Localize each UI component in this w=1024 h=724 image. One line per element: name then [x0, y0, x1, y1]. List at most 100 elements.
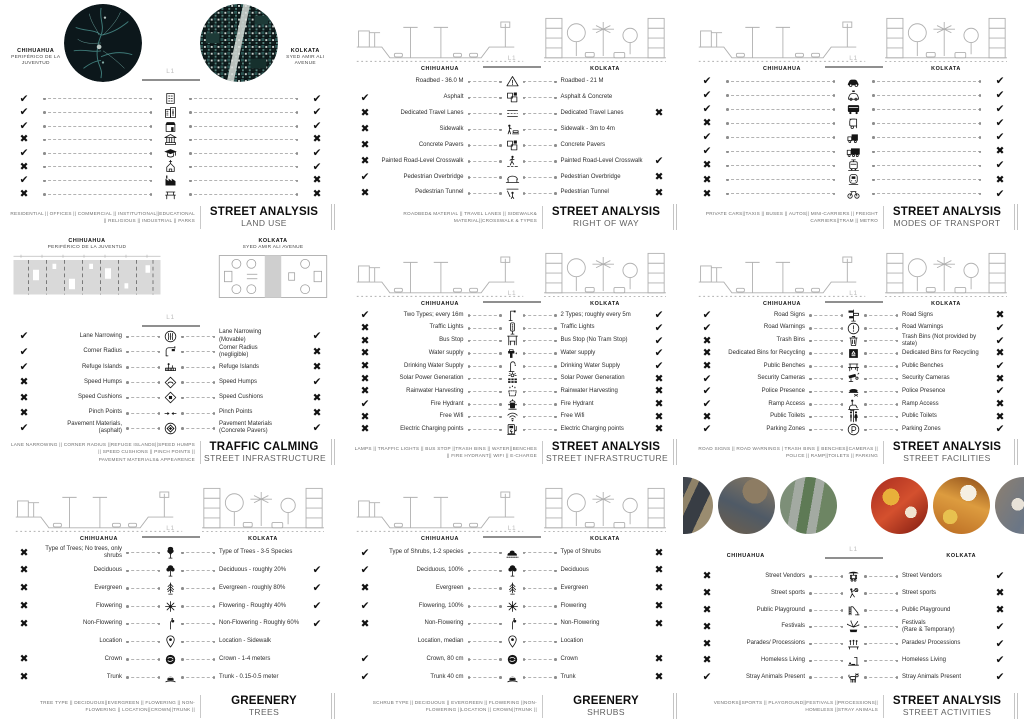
- connector-line: [522, 658, 557, 661]
- flowering-plant-icon: [160, 598, 181, 614]
- left-label: Speed Cushions: [77, 394, 122, 401]
- panel-header: CHIHUAHUA PERIFÉRICO DE LA JUVENTUD L1 KOLK…: [0, 0, 341, 90]
- connector-line: [181, 569, 215, 573]
- left-label: Flowering, 100%: [418, 602, 464, 609]
- cross-mark-left: ✖: [702, 173, 712, 186]
- public-bench-icon: [843, 358, 864, 374]
- sidewalk-icon: [502, 122, 523, 138]
- panel-street-activities: CHIHUAHUA L1 KOLKATA ✖ Street Vendors Street …: [683, 470, 1024, 724]
- left-label: Sidewalk: [439, 125, 464, 132]
- left-section-sketch: CHIHUAHUA: [697, 248, 867, 307]
- fire-hydrant-icon: [502, 396, 523, 412]
- check-mark-right: ✔: [995, 654, 1005, 667]
- left-city-sublabel: PERIFÉRICO DE LA JUVENTUD: [47, 244, 127, 250]
- panel-subtitle: STREET INFRASTRUCTURE: [204, 452, 327, 463]
- panel-subtitle: LAND USE: [241, 217, 287, 228]
- connector-line: [126, 396, 160, 400]
- cross-mark-left: ✖: [702, 603, 712, 616]
- connector-line: [726, 122, 835, 125]
- cross-mark-right: ✖: [654, 582, 664, 595]
- right-label: Traffic Lights: [560, 324, 595, 331]
- cross-mark-right: ✖: [654, 423, 664, 436]
- connector-line: [522, 428, 557, 432]
- comparison-row: ✖ Non-Flowering Non-Flowering - Roughly 60…: [13, 616, 328, 632]
- crosswalk-icon: [502, 153, 523, 169]
- speed-humps-icon: [160, 374, 181, 390]
- comparison-row: ✖ Homeless Living Homeless Living ✔: [696, 653, 1011, 669]
- check-mark-right: ✔: [312, 564, 322, 577]
- cross-mark-right: ✖: [312, 391, 322, 404]
- right-city-sublabel: SYED AMIR ALI AVENUE: [286, 54, 325, 66]
- connector-line: [809, 659, 843, 663]
- panel-title: STREET ANALYSIS: [892, 440, 1002, 453]
- comparison-row: ✔ Fire Hydrant Fire Hydrant ✖: [354, 398, 670, 411]
- asphalt-icon: [502, 90, 523, 106]
- cross-mark-left: ✖: [360, 410, 370, 423]
- cross-mark-left: ✖: [19, 599, 29, 612]
- left-label: Trunk: [106, 673, 122, 680]
- tick-line: [1017, 693, 1018, 719]
- right-label: Homeless Living: [902, 657, 947, 664]
- right-section-sketch: KOLKATA: [541, 13, 669, 72]
- connector-line: [864, 415, 898, 419]
- connector-line: [872, 136, 981, 139]
- non-flowering-plant-icon: [160, 616, 181, 632]
- connector-line: [467, 676, 502, 679]
- connector-line: [181, 587, 215, 590]
- comparison-row: ✖ Deciduous Deciduous - roughly 20% ✔: [13, 563, 328, 579]
- right-label: Deciduous - roughly 20%: [219, 567, 287, 574]
- chihuahua-street-section-sketch: [356, 256, 524, 297]
- connector-line: [864, 339, 898, 343]
- connector-line: [126, 622, 160, 626]
- footer-divider: [542, 440, 543, 464]
- kolkata-street-section-sketch: [885, 252, 1007, 297]
- connector-line: [181, 396, 215, 400]
- connector-line: [43, 97, 152, 101]
- kolkata-street-section-sketch: [202, 487, 324, 532]
- tick-line: [331, 439, 332, 465]
- check-mark-left: ✔: [19, 147, 29, 160]
- comparison-row: ✔ Type of Shrubs, 1-2 species Type of Shru…: [354, 545, 670, 561]
- taxi-icon: [843, 87, 864, 103]
- cross-mark-right: ✖: [312, 345, 322, 358]
- connector-line: [126, 587, 160, 590]
- connector-line: [189, 111, 298, 114]
- right-city-name: KOLKATA: [590, 66, 620, 72]
- connector-line: [864, 327, 898, 330]
- connector-line: [864, 390, 898, 394]
- panel-subtitle: SHRUBS: [587, 706, 625, 717]
- parade-icon: [843, 636, 864, 652]
- check-mark-left: ✔: [702, 103, 712, 116]
- edge-tick-marks: [1014, 693, 1018, 719]
- level-label: L1: [166, 68, 175, 75]
- connector-line: [467, 365, 502, 368]
- right-label: Dedicated Bins for Recycling: [902, 349, 979, 356]
- right-city-name: KOLKATA: [590, 301, 620, 307]
- right-label: Non-Flowering: [560, 620, 600, 627]
- parking-icon: [843, 422, 864, 438]
- comparison-row: ✔ ✔: [13, 106, 328, 120]
- right-label: Deciduous: [560, 567, 589, 574]
- connector-line: [467, 112, 502, 116]
- level-label: L1: [507, 290, 517, 297]
- check-mark-right: ✔: [312, 422, 322, 435]
- panel-caption: RESIDENTIAL || OFFICES || COMMERCIAL || …: [10, 210, 195, 223]
- check-mark-left: ✔: [19, 345, 29, 358]
- comparison-row: ✔ ✔: [13, 147, 328, 161]
- recycling-bin-icon: [843, 345, 864, 361]
- right-label: Security Cameras: [902, 375, 950, 382]
- connector-line: [467, 587, 502, 590]
- right-label: Public Benches: [902, 362, 944, 369]
- connector-line: [809, 339, 843, 343]
- left-label: Lane Narrowing: [79, 333, 122, 340]
- mini-carrier-icon: [843, 130, 864, 146]
- level-underline: [141, 79, 200, 81]
- check-mark-right: ✔: [312, 147, 322, 160]
- panel-caption: TREE TYPE || DECIDUOUS||EVERGREEN || FLO…: [40, 699, 195, 712]
- overbridge-icon: [502, 169, 523, 185]
- level-underline: [141, 536, 200, 538]
- left-label: Deciduous: [93, 567, 122, 574]
- tick-line: [673, 693, 674, 719]
- connector-line: [872, 94, 981, 97]
- comparison-row: ✖ Non-Flowering Non-Flowering ✖: [354, 616, 670, 632]
